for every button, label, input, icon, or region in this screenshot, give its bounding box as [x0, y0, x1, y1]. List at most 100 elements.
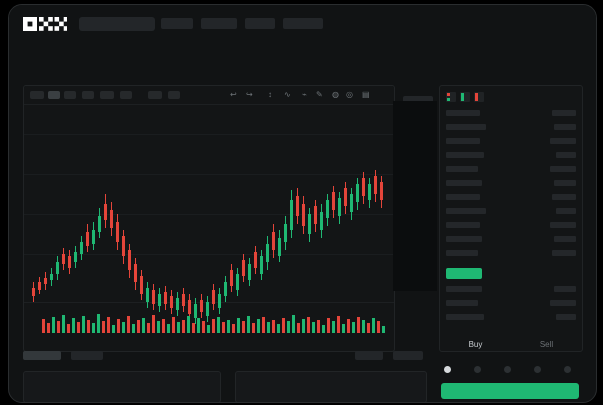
footer-tab-2[interactable] — [71, 351, 103, 360]
volume-bar — [162, 319, 165, 333]
volume-bar — [317, 320, 320, 333]
nav-item-1[interactable] — [161, 18, 193, 29]
volume-bar — [227, 320, 230, 333]
candle-body — [344, 188, 347, 206]
positions-panel[interactable] — [235, 371, 427, 402]
timeframe-6[interactable] — [120, 91, 132, 99]
page-dot-4[interactable] — [534, 366, 541, 373]
buy-sell-tabs[interactable]: Buy Sell — [440, 336, 582, 351]
candle-body — [308, 214, 311, 234]
submit-order-button[interactable] — [441, 383, 579, 399]
candlestick-chart[interactable] — [24, 104, 394, 351]
volume-bar — [322, 325, 325, 333]
candle-body — [128, 250, 131, 270]
footer-tab-1[interactable] — [23, 351, 61, 360]
candle-body — [68, 256, 71, 268]
trash-icon[interactable]: ▤ — [362, 90, 370, 99]
volume-bar — [292, 315, 295, 333]
timeframe-1[interactable] — [30, 91, 44, 99]
candle-body — [362, 178, 365, 196]
page-dot-2[interactable] — [474, 366, 481, 373]
volume-bar — [357, 317, 360, 333]
order-book-view-icons[interactable] — [446, 92, 484, 102]
volume-bar — [337, 316, 340, 333]
volume-bar — [57, 321, 60, 333]
candle-body — [272, 232, 275, 250]
candle-body — [188, 300, 191, 314]
order-book-panel[interactable]: Buy Sell — [439, 85, 583, 352]
footer-tabs[interactable] — [23, 351, 423, 363]
search-input[interactable] — [79, 17, 155, 31]
candle-body — [194, 304, 197, 318]
nav-item-2[interactable] — [201, 18, 237, 29]
book-bids-icon[interactable] — [460, 92, 470, 102]
candle-body — [32, 288, 35, 296]
tab-buy[interactable]: Buy — [468, 340, 483, 349]
okx-logo-icon[interactable] — [23, 17, 67, 31]
undo-icon[interactable]: ↩ — [230, 90, 237, 99]
candle-body — [116, 222, 119, 242]
candle-body — [170, 296, 173, 308]
volume-bar — [212, 319, 215, 333]
volume-bar — [47, 323, 50, 333]
volume-bar — [152, 315, 155, 333]
book-both-icon[interactable] — [446, 92, 456, 102]
trendline-icon[interactable]: ∿ — [284, 90, 291, 99]
timeframe-5[interactable] — [100, 91, 114, 99]
candle-body — [338, 198, 341, 216]
volume-bar — [262, 317, 265, 333]
footer-pill-right-1[interactable] — [355, 351, 383, 360]
volume-bar — [72, 318, 75, 333]
volume-bar — [257, 319, 260, 333]
candle-body — [248, 264, 251, 280]
candle-body — [182, 294, 185, 306]
price-chart-panel[interactable]: ↩ ↪ ↕ ∿ ⌁ ✎ ◍ ◎ ▤ — [23, 85, 395, 352]
nav-item-4[interactable] — [283, 18, 323, 29]
volume-bar — [242, 321, 245, 333]
timeframe-3[interactable] — [64, 91, 76, 99]
tab-sell[interactable]: Sell — [539, 340, 554, 349]
candle-body — [326, 200, 329, 218]
cursor-icon[interactable]: ↕ — [268, 90, 272, 99]
candle-body — [38, 282, 41, 290]
candle-body — [104, 204, 107, 220]
redo-icon[interactable]: ↪ — [246, 90, 253, 99]
nav-item-3[interactable] — [245, 18, 275, 29]
volume-bar — [122, 322, 125, 333]
page-dot-1[interactable] — [444, 366, 451, 373]
magnet-icon[interactable]: ◍ — [332, 90, 339, 99]
candle-body — [296, 196, 299, 216]
timeframe-4[interactable] — [82, 91, 94, 99]
volume-bar — [247, 316, 250, 333]
fib-icon[interactable]: ⌁ — [302, 90, 307, 99]
compare-button[interactable] — [168, 91, 180, 99]
candle-body — [146, 288, 149, 302]
volume-bar — [222, 322, 225, 333]
page-dot-5[interactable] — [564, 366, 571, 373]
candle-body — [80, 242, 83, 254]
volume-bar — [52, 317, 55, 333]
page-indicator[interactable] — [441, 365, 581, 375]
candle-body — [302, 204, 305, 226]
volume-bar — [237, 318, 240, 333]
brush-icon[interactable]: ✎ — [316, 90, 323, 99]
candle-body — [284, 224, 287, 242]
eye-icon[interactable]: ◎ — [346, 90, 353, 99]
volume-bar — [287, 321, 290, 333]
candle-body — [374, 176, 377, 194]
volume-bar — [362, 320, 365, 333]
candle-body — [230, 270, 233, 286]
candle-body — [98, 216, 101, 232]
candle-body — [290, 200, 293, 230]
page-dot-3[interactable] — [504, 366, 511, 373]
volume-bar — [352, 322, 355, 333]
candle-body — [266, 244, 269, 262]
open-orders-panel[interactable] — [23, 371, 221, 402]
book-asks-icon[interactable] — [474, 92, 484, 102]
footer-pill-right-2[interactable] — [393, 351, 423, 360]
indicator-button[interactable] — [148, 91, 162, 99]
volume-bar — [207, 325, 210, 333]
top-navigation-bar — [9, 5, 596, 41]
timeframe-2[interactable] — [48, 91, 60, 99]
volume-bar — [232, 324, 235, 333]
